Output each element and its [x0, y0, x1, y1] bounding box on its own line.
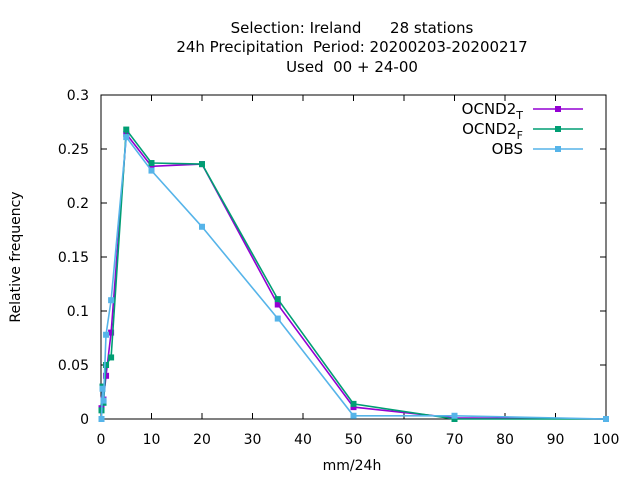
legend-item-1: OCND2F	[462, 120, 583, 142]
data-point	[99, 385, 106, 392]
axis-ticks	[100, 94, 607, 420]
series-line-2	[100, 134, 607, 420]
data-point	[274, 296, 281, 303]
y-tick-label: 0.25	[58, 142, 89, 158]
data-point	[274, 301, 281, 308]
legend-swatch-marker	[555, 146, 561, 152]
x-tick-label: 10	[143, 432, 161, 448]
series-line-0	[100, 131, 607, 420]
series-2	[98, 134, 609, 422]
y-tick-label: 0.1	[67, 304, 89, 320]
data-point	[103, 362, 110, 368]
data-point	[148, 167, 155, 174]
x-axis-label: mm/24h	[323, 458, 382, 474]
data-point	[108, 329, 115, 336]
chart-title: Selection: Ireland 28 stations 24h Preci…	[176, 19, 527, 76]
series-line-1	[100, 127, 606, 420]
data-point	[123, 134, 130, 141]
legend-swatch-marker	[555, 106, 561, 112]
x-tick-label: 90	[547, 432, 565, 448]
x-tick-label: 70	[446, 432, 464, 448]
data-point	[123, 126, 130, 133]
data-point	[199, 223, 205, 230]
data-point	[350, 400, 357, 407]
data-point	[603, 416, 609, 422]
series-1	[98, 126, 609, 422]
legend-item-0: OCND2T	[462, 100, 583, 122]
legend-label: OCND2F	[462, 120, 523, 142]
series-layer	[98, 126, 609, 422]
title-line-1: Selection: Ireland 28 stations	[231, 19, 474, 37]
x-tick-label: 100	[593, 432, 620, 448]
y-tick-label: 0.3	[67, 88, 89, 104]
data-point	[148, 163, 155, 170]
x-tick-label: 60	[395, 432, 413, 448]
y-tick-label: 0.05	[58, 358, 89, 374]
data-point	[108, 297, 115, 304]
legend-label: OBS	[492, 140, 523, 158]
x-tick-label: 30	[244, 432, 262, 448]
title-line-3: Used 00 + 24-00	[286, 58, 418, 76]
x-tick-label: 40	[294, 432, 312, 448]
x-tick-label: 0	[97, 432, 106, 448]
data-point	[148, 160, 155, 167]
data-point	[100, 397, 107, 404]
legend-item-2: OBS	[492, 140, 583, 158]
data-point	[451, 416, 458, 422]
data-point	[274, 315, 281, 322]
data-point	[98, 416, 105, 422]
y-axis-label: Relative frequency	[8, 191, 24, 322]
y-tick-label: 0.15	[58, 250, 89, 266]
data-point	[199, 161, 205, 168]
title-line-2: 24h Precipitation Period: 20200203-20200…	[176, 38, 527, 56]
x-tick-label: 80	[496, 432, 514, 448]
legend-swatch-marker	[555, 126, 561, 132]
tick-labels: 0 10 20 30 40 50 60 70 80 90 100 0 0.05 0.1 0.15 0.2 0.2…	[58, 88, 620, 448]
data-point	[350, 404, 357, 411]
y-tick-label: 0.2	[67, 196, 89, 212]
x-tick-label: 50	[345, 432, 363, 448]
plot-frame	[100, 94, 607, 420]
data-point	[451, 412, 458, 419]
x-tick-label: 20	[193, 432, 211, 448]
y-tick-label: 0	[80, 412, 89, 428]
data-point	[350, 412, 357, 419]
data-point	[108, 354, 115, 361]
data-point	[103, 331, 110, 338]
legend-label: OCND2T	[462, 100, 524, 122]
series-0	[98, 130, 609, 422]
